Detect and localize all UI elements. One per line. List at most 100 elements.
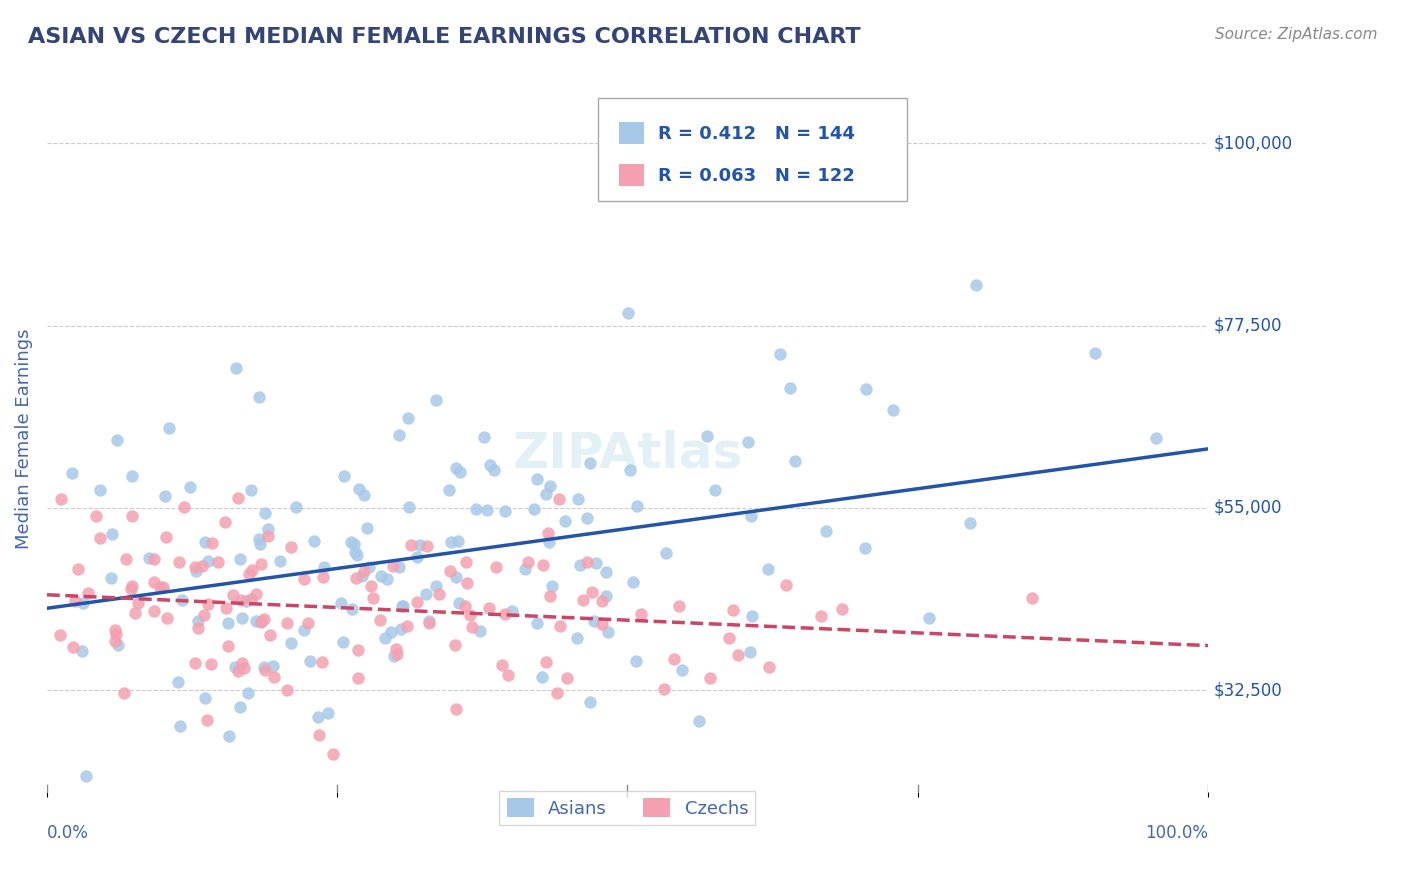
Point — [63, 594, 86, 608]
Point — [550, 619, 572, 633]
Point — [247, 532, 270, 546]
Point — [472, 430, 495, 444]
Point — [187, 614, 209, 628]
Point — [444, 702, 467, 716]
Text: ASIAN VS CZECH MEDIAN FEMALE EARNINGS CORRELATION CHART: ASIAN VS CZECH MEDIAN FEMALE EARNINGS CO… — [28, 27, 860, 46]
Point — [346, 671, 368, 685]
Point — [741, 609, 763, 624]
Point — [60, 467, 83, 481]
Point — [396, 411, 419, 425]
Point — [276, 615, 298, 630]
Point — [105, 627, 128, 641]
Point — [460, 620, 482, 634]
Point — [384, 649, 406, 664]
Point — [257, 529, 280, 543]
Point — [259, 628, 281, 642]
Point — [831, 602, 853, 616]
Point — [104, 634, 127, 648]
Point — [534, 487, 557, 501]
Point — [155, 530, 177, 544]
Point — [240, 564, 263, 578]
Point — [380, 625, 402, 640]
Point — [575, 510, 598, 524]
Point — [409, 538, 432, 552]
Point — [197, 713, 219, 727]
Point — [374, 631, 396, 645]
Point — [396, 619, 419, 633]
Point — [127, 596, 149, 610]
Point — [853, 541, 876, 555]
Text: 100.0%: 100.0% — [1144, 824, 1208, 842]
Point — [298, 654, 321, 668]
Point — [333, 469, 356, 483]
Point — [276, 683, 298, 698]
Point — [215, 601, 238, 615]
Point — [449, 596, 471, 610]
Point — [814, 524, 837, 538]
Point — [531, 558, 554, 572]
Point — [184, 560, 207, 574]
Point — [475, 502, 498, 516]
Point — [855, 382, 877, 396]
Point — [548, 491, 571, 506]
Point — [105, 433, 128, 447]
Point — [249, 537, 271, 551]
Point — [447, 533, 470, 548]
Point — [170, 592, 193, 607]
Text: $32,500: $32,500 — [1213, 681, 1282, 699]
Point — [217, 615, 239, 630]
Text: 0.0%: 0.0% — [46, 824, 89, 842]
Point — [280, 636, 302, 650]
Point — [579, 456, 602, 470]
Point — [523, 501, 546, 516]
Point — [250, 615, 273, 629]
Point — [224, 660, 246, 674]
Point — [696, 428, 718, 442]
Point — [664, 652, 686, 666]
Point — [619, 462, 641, 476]
Point — [688, 714, 710, 728]
Point — [72, 643, 94, 657]
Point — [311, 655, 333, 669]
Point — [569, 558, 592, 573]
Point — [115, 552, 138, 566]
Point — [388, 559, 411, 574]
Point — [89, 531, 111, 545]
Point — [652, 681, 675, 696]
Point — [49, 628, 72, 642]
Point — [624, 654, 647, 668]
Point — [167, 675, 190, 690]
Point — [482, 463, 505, 477]
Point — [375, 572, 398, 586]
Point — [124, 606, 146, 620]
Point — [225, 361, 247, 376]
Point — [449, 465, 471, 479]
Point — [231, 611, 253, 625]
Point — [346, 549, 368, 563]
Point — [541, 579, 564, 593]
Point — [179, 480, 201, 494]
Point — [231, 592, 253, 607]
Point — [269, 554, 291, 568]
Point — [138, 551, 160, 566]
Point — [89, 483, 111, 498]
Point — [340, 602, 363, 616]
Point — [630, 607, 652, 621]
Point — [232, 661, 254, 675]
Point — [238, 686, 260, 700]
Point — [253, 612, 276, 626]
Point — [280, 540, 302, 554]
Point — [332, 635, 354, 649]
Point — [72, 596, 94, 610]
Point — [456, 555, 478, 569]
Point — [344, 545, 367, 559]
Point — [173, 500, 195, 514]
Point — [427, 586, 450, 600]
Point — [197, 597, 219, 611]
Text: R = 0.412   N = 144: R = 0.412 N = 144 — [658, 125, 855, 143]
Point — [758, 659, 780, 673]
Point — [253, 506, 276, 520]
Point — [316, 706, 339, 720]
Point — [121, 582, 143, 597]
Point — [142, 575, 165, 590]
